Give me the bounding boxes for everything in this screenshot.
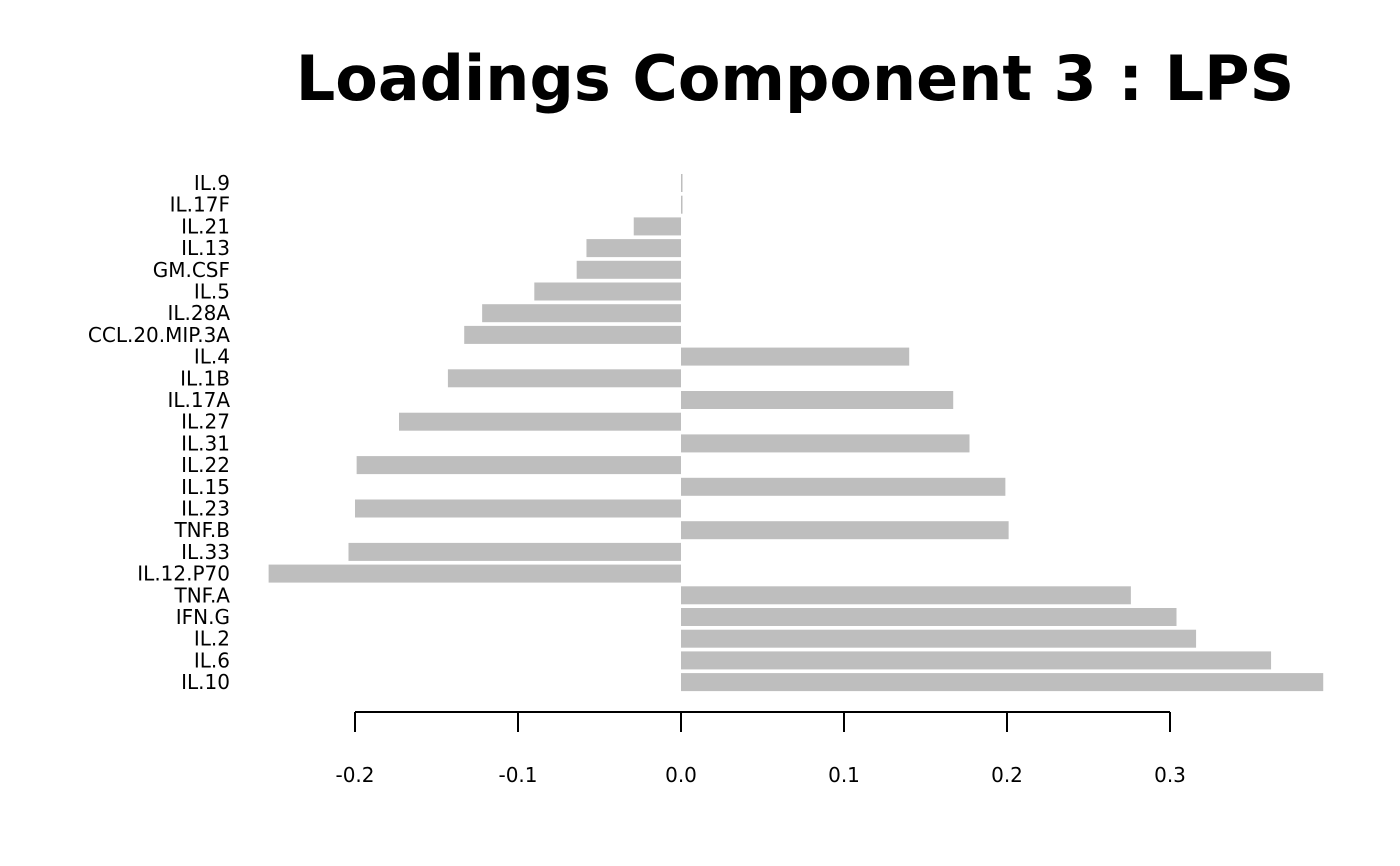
x-tick-label: -0.2 bbox=[335, 763, 374, 787]
category-label: IL.12.P70 bbox=[137, 562, 230, 586]
category-label: IL.4 bbox=[194, 345, 230, 369]
chart-title: Loadings Component 3 : LPS bbox=[296, 42, 1295, 115]
category-label: GM.CSF bbox=[153, 258, 230, 282]
bar-il-28a bbox=[482, 304, 681, 323]
bar-tnf-a bbox=[681, 586, 1131, 605]
bar-il-31 bbox=[681, 434, 970, 453]
category-label: CCL.20.MIP.3A bbox=[88, 323, 230, 347]
bar-il-17f bbox=[681, 195, 683, 214]
category-label: TNF.B bbox=[173, 518, 230, 542]
bar-il-33 bbox=[348, 542, 681, 561]
bar-il-1b bbox=[447, 369, 681, 388]
bar-il-10 bbox=[681, 673, 1324, 692]
category-label: IL.10 bbox=[181, 670, 230, 694]
category-label: IL.33 bbox=[181, 540, 230, 564]
bar-il-2 bbox=[681, 629, 1197, 648]
bar-il-17a bbox=[681, 391, 954, 409]
category-label: IL.6 bbox=[194, 648, 230, 672]
bar-gm-csf bbox=[576, 260, 681, 279]
category-label: IL.23 bbox=[181, 497, 230, 521]
x-tick-label: -0.1 bbox=[498, 763, 537, 787]
category-label: IL.17F bbox=[170, 193, 230, 217]
bar-il-21 bbox=[633, 217, 681, 236]
bar-il-27 bbox=[399, 412, 681, 431]
category-label: TNF.A bbox=[173, 583, 230, 607]
category-label: IL.9 bbox=[194, 171, 230, 195]
category-label: IL.2 bbox=[194, 627, 230, 651]
x-tick-label: 0.3 bbox=[1154, 763, 1186, 787]
bar-il-15 bbox=[681, 477, 1006, 496]
bar-ccl-20-mip-3a bbox=[464, 325, 681, 344]
bars-group bbox=[268, 174, 1324, 692]
category-label: IL.21 bbox=[181, 214, 230, 238]
category-label: IFN.G bbox=[176, 605, 230, 629]
category-label: IL.27 bbox=[181, 410, 230, 434]
category-label: IL.22 bbox=[181, 453, 230, 477]
bar-il-9 bbox=[681, 174, 683, 192]
category-label: IL.28A bbox=[167, 301, 230, 325]
x-tick-label: 0.0 bbox=[665, 763, 697, 787]
category-label: IL.13 bbox=[181, 236, 230, 260]
bar-il-6 bbox=[681, 651, 1272, 670]
bar-il-4 bbox=[681, 347, 910, 366]
category-label: IL.5 bbox=[194, 280, 230, 304]
category-label: IL.15 bbox=[181, 475, 230, 499]
bar-il-13 bbox=[586, 239, 681, 258]
category-labels: IL.9IL.17FIL.21IL.13GM.CSFIL.5IL.28ACCL.… bbox=[88, 171, 230, 694]
x-tick-label: 0.2 bbox=[991, 763, 1023, 787]
bar-ifn-g bbox=[681, 608, 1177, 626]
bar-tnf-b bbox=[681, 521, 1009, 540]
category-label: IL.17A bbox=[167, 388, 230, 412]
bar-il-12-p70 bbox=[268, 564, 681, 583]
category-label: IL.31 bbox=[181, 431, 230, 455]
x-axis: -0.2 -0.1 0.0 0.1 0.2 0.3 bbox=[335, 711, 1186, 787]
bar-il-5 bbox=[534, 282, 681, 301]
bar-il-22 bbox=[356, 456, 681, 475]
bar-il-23 bbox=[355, 499, 681, 518]
x-tick-label: 0.1 bbox=[828, 763, 860, 787]
category-label: IL.1B bbox=[180, 366, 230, 390]
